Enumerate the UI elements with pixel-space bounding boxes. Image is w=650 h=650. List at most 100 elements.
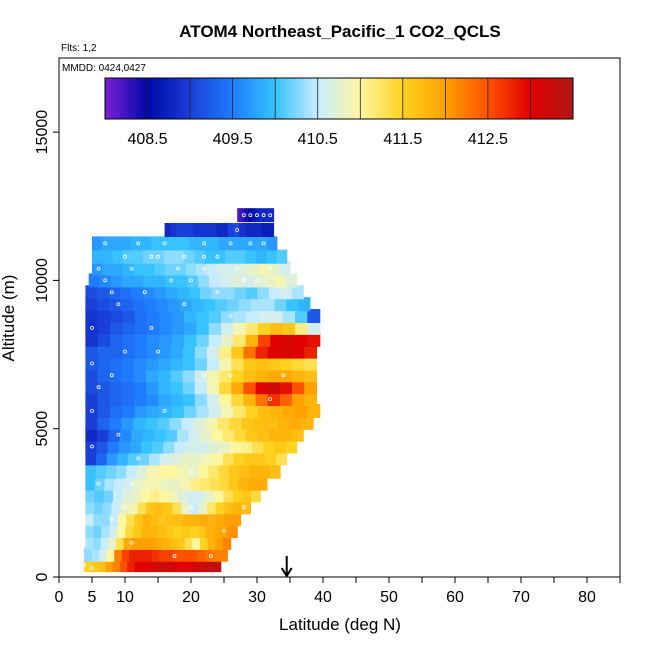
colorbar-segment — [498, 78, 504, 119]
obs-point — [255, 213, 259, 218]
heatmap-cell — [97, 392, 111, 407]
heatmap-cell — [247, 476, 258, 491]
heatmap-cell — [114, 476, 125, 491]
heatmap-cell — [189, 547, 198, 562]
heatmap-cell — [304, 380, 317, 395]
colorbar-segment — [389, 78, 395, 119]
heatmap-cell — [206, 558, 215, 573]
heatmap-cell — [267, 223, 275, 238]
heatmap-cell — [206, 380, 220, 395]
heatmap-cell — [177, 464, 189, 479]
heatmap-cell — [160, 236, 171, 251]
heatmap-cell — [133, 476, 144, 491]
obs-point — [241, 505, 246, 510]
heatmap-cell — [154, 261, 166, 276]
heatmap-cell — [158, 344, 172, 359]
heatmap-cell — [177, 535, 186, 550]
obs-point — [268, 213, 273, 218]
y-axis-label: Altitude (m) — [0, 275, 18, 362]
heatmap-cell — [198, 236, 210, 251]
obs-point — [182, 254, 187, 259]
heatmap-cell — [163, 249, 175, 264]
heatmap-cell — [218, 464, 230, 479]
obs-point — [109, 290, 114, 295]
heatmap-cell — [267, 236, 278, 251]
heatmap-cell — [84, 558, 92, 573]
heatmap-cell — [146, 344, 159, 359]
heatmap-cell — [244, 223, 252, 238]
heatmap-cell — [158, 392, 172, 407]
colorbar-segment — [323, 78, 328, 119]
colorbar-segment — [440, 78, 445, 119]
colorbar-segment — [218, 78, 223, 119]
heatmap-cell — [97, 403, 111, 418]
obs-point — [222, 529, 226, 533]
heatmap-cell — [176, 273, 188, 288]
colorbar-segment — [292, 78, 297, 119]
heatmap-cell — [101, 512, 111, 527]
heatmap-cell — [223, 451, 235, 466]
heatmap-cell — [109, 512, 119, 527]
heatmap-cell — [295, 403, 308, 418]
colorbar-tick-label: 410.5 — [298, 131, 338, 148]
obs-point — [189, 469, 193, 474]
heatmap-cell — [119, 427, 132, 442]
heatmap-cell — [102, 500, 113, 515]
heatmap-cell — [212, 451, 224, 466]
obs-point — [116, 302, 121, 307]
obs-point — [156, 349, 160, 354]
heatmap-cell — [269, 261, 281, 276]
heatmap-cell — [234, 427, 247, 442]
heatmap-cell — [187, 273, 199, 288]
heatmap-cell — [120, 500, 130, 515]
heatmap-cell — [121, 273, 134, 288]
heatmap-cell — [231, 368, 245, 383]
obs-point — [96, 481, 101, 486]
heatmap-cell — [190, 476, 201, 491]
colorbar-segment — [381, 78, 387, 119]
heatmap-cell — [170, 356, 184, 371]
heatmap-cell — [258, 309, 271, 324]
heatmap-cell — [109, 392, 123, 407]
heatmap-cell — [180, 500, 191, 515]
x-tick-label: 10 — [116, 589, 134, 606]
heatmap-cell — [274, 297, 287, 312]
heatmap-cell — [92, 236, 103, 251]
heatmap-cell — [174, 547, 183, 562]
heatmap-cell — [167, 464, 179, 479]
heatmap-cell — [184, 558, 193, 573]
heatmap-cell — [254, 451, 267, 466]
heatmap-cell — [143, 249, 155, 264]
heatmap-cell — [200, 427, 213, 442]
heatmap-cell — [134, 403, 148, 418]
heatmap-cell — [111, 236, 122, 251]
heatmap-cell — [122, 403, 136, 418]
heatmap-cell — [209, 476, 220, 491]
heatmap-cell — [200, 476, 211, 491]
heatmap-cell — [163, 558, 171, 573]
colorbar-segment — [483, 78, 488, 119]
heatmap-cell — [97, 368, 111, 383]
heatmap-cell — [112, 261, 124, 276]
colorbar-segment — [370, 78, 375, 119]
heatmap-cell — [245, 427, 258, 442]
heatmap-cell — [245, 320, 259, 335]
heatmap-cell — [92, 261, 104, 276]
heatmap-cell — [223, 488, 234, 503]
heatmap-cell — [168, 488, 179, 503]
colorbar-segment — [284, 78, 289, 119]
heatmap-cell — [85, 285, 98, 300]
heatmap-cell — [171, 403, 185, 418]
colorbar-segment — [424, 78, 430, 119]
heatmap-cell — [172, 500, 182, 515]
heatmap-cell — [101, 524, 110, 539]
heatmap-cell — [219, 344, 232, 359]
heatmap-cell — [109, 415, 122, 430]
heatmap-cell — [116, 464, 127, 479]
heatmap-cell — [136, 464, 148, 479]
heatmap-cell — [154, 285, 167, 300]
heatmap-cell — [109, 368, 123, 383]
heatmap-cell — [307, 309, 321, 324]
heatmap-cell — [205, 488, 215, 503]
heatmap-cell — [237, 261, 249, 276]
